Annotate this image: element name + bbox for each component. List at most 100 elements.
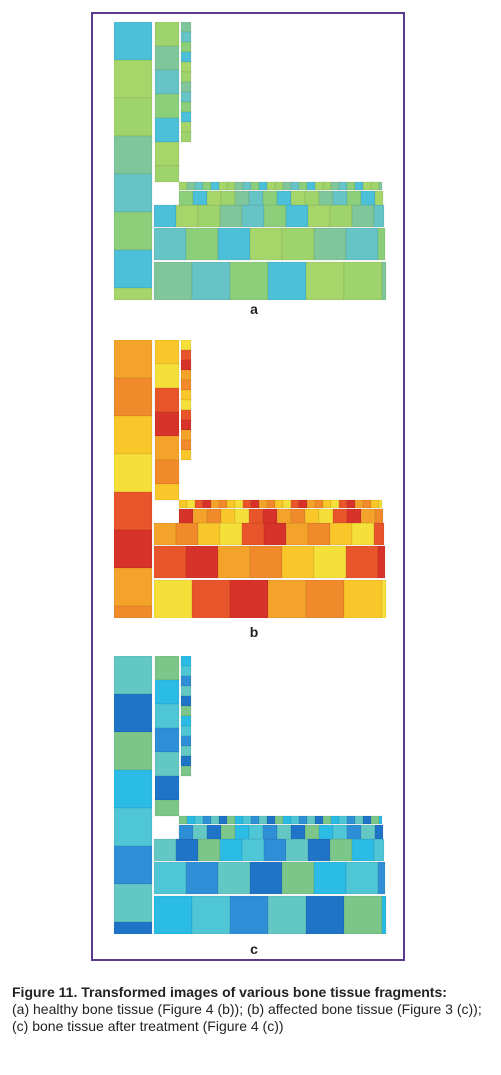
tissue-block (114, 529, 153, 569)
tissue-block (114, 59, 153, 99)
tissue-block (154, 703, 180, 729)
tissue-block (329, 838, 353, 862)
tissue-block (346, 815, 356, 825)
panel-c-label: c (250, 941, 258, 957)
tissue-block (180, 439, 192, 451)
panel-a-image (114, 22, 392, 300)
tissue-block (217, 227, 251, 261)
tissue-block (180, 695, 192, 707)
tissue-block (180, 705, 192, 717)
tissue-block (114, 249, 153, 289)
tissue-block (338, 499, 348, 509)
tissue-block (241, 838, 265, 862)
tissue-block (154, 45, 180, 71)
tissue-block (234, 499, 244, 509)
tissue-block (381, 895, 387, 934)
tissue-block (114, 656, 153, 695)
tissue-block (314, 499, 324, 509)
tissue-block (373, 838, 385, 862)
tissue-block (219, 838, 243, 862)
tissue-block (313, 545, 347, 579)
tissue-block (306, 815, 316, 825)
tissue-block (229, 261, 269, 300)
tissue-block (360, 190, 376, 206)
tissue-block (346, 190, 362, 206)
tissue-block (154, 117, 180, 143)
tissue-block (154, 69, 180, 95)
tissue-block (281, 227, 315, 261)
tissue-block (262, 508, 278, 524)
panel-b-label: b (249, 624, 259, 640)
tissue-block (114, 377, 153, 417)
tissue-block (192, 190, 208, 206)
tissue-block (114, 567, 153, 607)
tissue-block (114, 731, 153, 771)
tissue-block (180, 379, 192, 391)
tissue-block (234, 824, 250, 840)
tissue-block (234, 181, 244, 191)
tissue-block (220, 190, 236, 206)
tissue-block (178, 508, 194, 524)
tissue-block (154, 411, 180, 437)
tissue-block (220, 824, 236, 840)
tissue-block (290, 815, 300, 825)
tissue-block (154, 799, 180, 817)
tissue-block (285, 838, 309, 862)
tissue-block (175, 204, 199, 228)
tissue-block (332, 508, 348, 524)
tissue-block (178, 824, 194, 840)
tissue-block (285, 522, 309, 546)
tissue-block (373, 204, 385, 228)
tissue-block (360, 824, 376, 840)
tissue-block (298, 499, 308, 509)
tissue-block (197, 838, 221, 862)
tissue-block (202, 815, 212, 825)
tissue-block (192, 508, 208, 524)
tissue-block (377, 861, 386, 895)
tissue-block (191, 579, 231, 618)
tissue-block (114, 135, 153, 175)
tissue-block (276, 824, 292, 840)
tissue-block (180, 665, 192, 677)
tissue-block (290, 190, 306, 206)
tissue-block (154, 165, 180, 183)
tissue-block (378, 815, 383, 825)
tissue-block (346, 181, 356, 191)
panel-b-blocks (114, 340, 387, 618)
tissue-block (154, 679, 180, 705)
tissue-block (114, 883, 153, 923)
tissue-block (178, 190, 194, 206)
tissue-block (381, 261, 387, 300)
tissue-block (345, 227, 379, 261)
tissue-block (374, 508, 384, 524)
tissue-block (114, 769, 153, 809)
tissue-block (378, 499, 383, 509)
tissue-block (274, 815, 284, 825)
tissue-block (346, 824, 362, 840)
tissue-block (377, 545, 386, 579)
tissue-block (180, 429, 192, 441)
tissue-block (114, 340, 153, 379)
tissue-block (266, 499, 276, 509)
tissue-block (276, 190, 292, 206)
tissue-block (226, 181, 236, 191)
tissue-block (338, 181, 348, 191)
tissue-block (242, 815, 252, 825)
tissue-block (249, 545, 283, 579)
tissue-block (154, 727, 180, 753)
tissue-block (180, 715, 192, 727)
tissue-block (114, 415, 153, 455)
tissue-block (314, 181, 324, 191)
tissue-block (290, 508, 306, 524)
tissue-block (362, 499, 372, 509)
tissue-block (346, 508, 362, 524)
tissue-block (250, 181, 260, 191)
tissue-block (210, 815, 220, 825)
tissue-block (304, 190, 320, 206)
tissue-block (218, 181, 228, 191)
tissue-block (180, 735, 192, 747)
tissue-block (226, 815, 236, 825)
tissue-block (329, 204, 353, 228)
tissue-block (304, 508, 320, 524)
tissue-block (180, 41, 192, 53)
